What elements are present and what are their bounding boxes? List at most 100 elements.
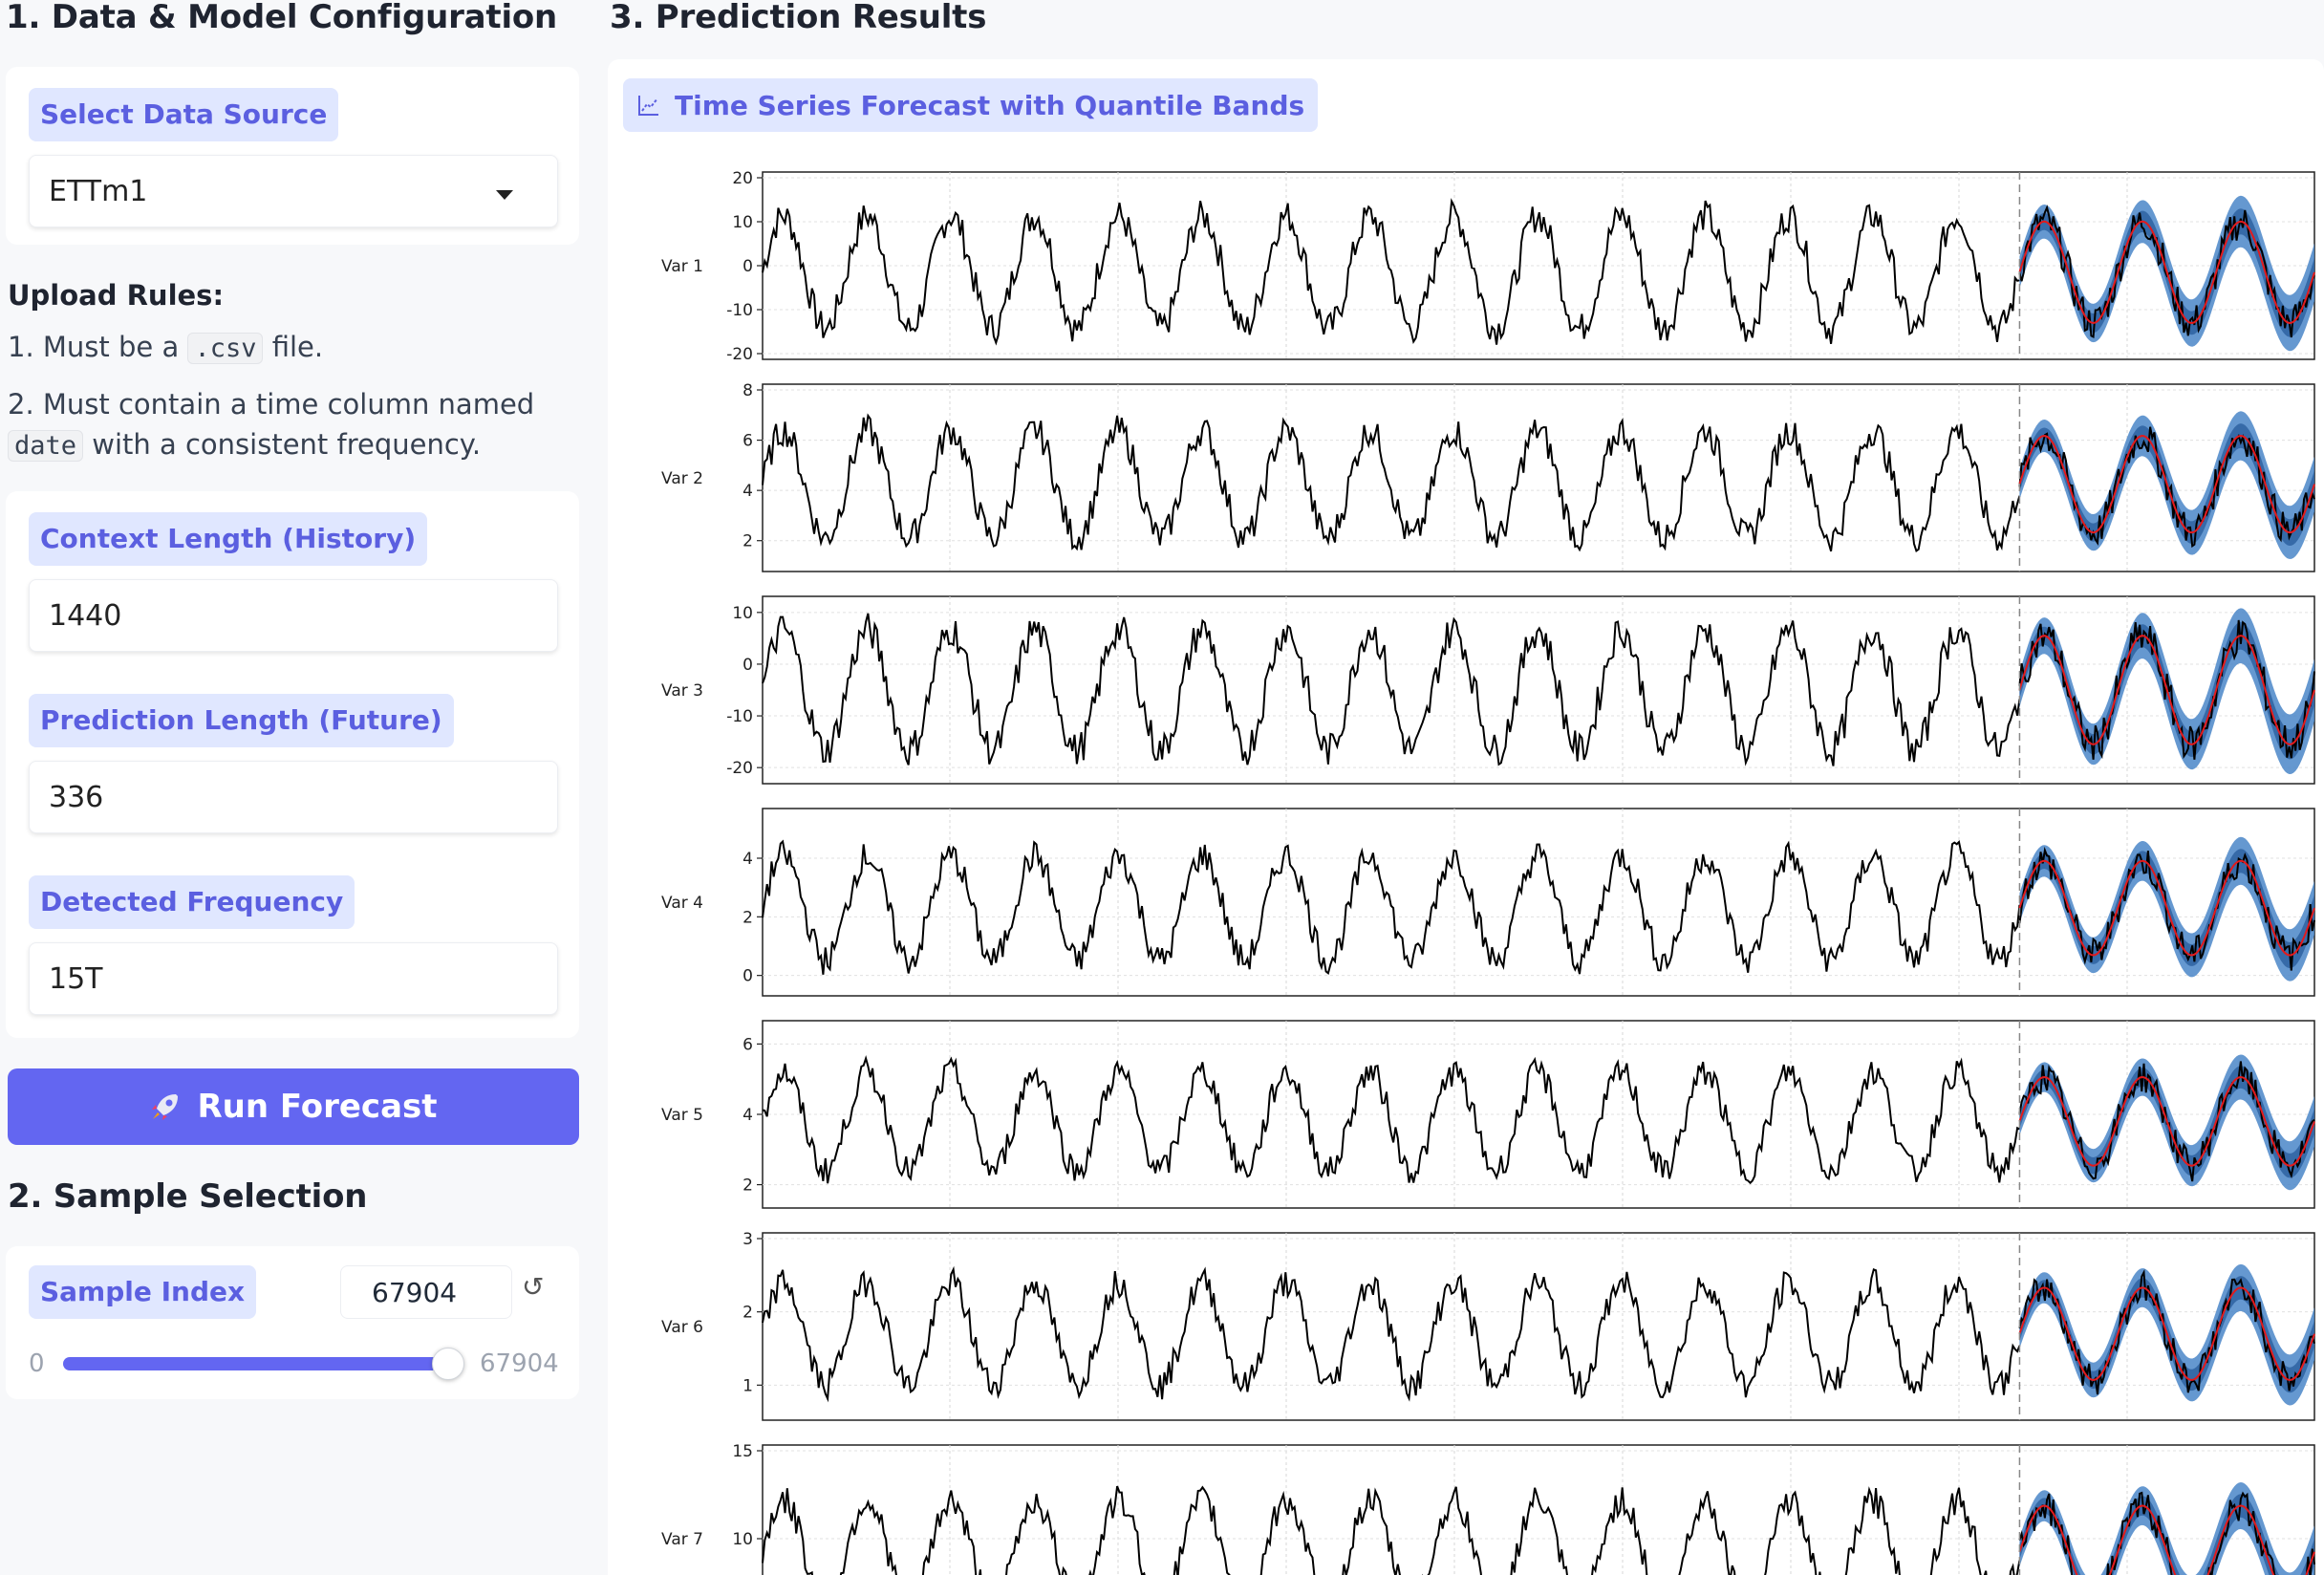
variable-label: Var 6: [661, 1318, 703, 1337]
actual-line: [2018, 205, 2315, 339]
data-source-label: Select Data Source: [29, 88, 339, 141]
median-forecast-line: [2018, 859, 2315, 957]
slider-min: 0: [29, 1349, 45, 1378]
history-line: [762, 613, 2021, 766]
model-params-panel: Context Length (History) 1440 Prediction…: [6, 491, 579, 1038]
run-forecast-button[interactable]: Run Forecast: [8, 1068, 579, 1145]
results-section-title: 3. Prediction Results: [610, 0, 987, 36]
sample-section-title: 2. Sample Selection: [8, 1177, 368, 1216]
sample-index-input[interactable]: 67904: [340, 1265, 512, 1319]
upload-rule-2: 2. Must contain a time column named date…: [8, 384, 581, 466]
history-line: [762, 1265, 2021, 1403]
subplot-frame: [762, 595, 2315, 785]
y-tick-label: -20: [726, 759, 753, 778]
variable-label: Var 7: [661, 1530, 703, 1549]
rule-2-suffix: with a consistent frequency.: [92, 428, 482, 461]
y-tick-label: 6: [742, 1035, 753, 1054]
data-source-dropdown[interactable]: ETTm1: [29, 155, 558, 227]
sample-slider-track[interactable]: [63, 1357, 455, 1370]
upload-rules: Upload Rules: 1. Must be a .csv file. 2.…: [8, 279, 581, 466]
actual-line: [2018, 846, 2315, 971]
context-length-label: Context Length (History): [29, 512, 428, 566]
y-tick-label: 6: [742, 432, 753, 451]
sample-slider-thumb[interactable]: [432, 1348, 464, 1380]
y-tick-label: 10: [732, 1530, 753, 1549]
frequency-value: 15T: [49, 961, 103, 996]
subplot-frame: [762, 1232, 2315, 1421]
prediction-length-label: Prediction Length (Future): [29, 694, 454, 747]
y-tick-label: 2: [742, 908, 753, 927]
y-tick-label: 8: [742, 381, 753, 400]
y-tick-label: 4: [742, 850, 753, 869]
rule-1-suffix: file.: [271, 331, 324, 363]
run-forecast-label: Run Forecast: [197, 1088, 438, 1126]
variable-label: Var 5: [661, 1106, 703, 1125]
y-tick-label: 3: [742, 1230, 753, 1249]
prediction-length-value: 336: [49, 780, 104, 814]
median-forecast-line: [2018, 635, 2315, 745]
y-tick-label: 20: [732, 169, 753, 188]
date-code: date: [8, 430, 84, 462]
y-tick-label: -20: [726, 345, 753, 364]
variable-label: Var 1: [661, 257, 703, 276]
actual-line: [2018, 619, 2315, 760]
variable-label: Var 4: [661, 894, 703, 913]
history-line: [762, 413, 2021, 552]
config-section-title: 1. Data & Model Configuration: [6, 0, 558, 36]
variable-label: Var 2: [661, 469, 703, 488]
median-forecast-line: [2018, 434, 2315, 534]
subplot-frame: [762, 808, 2315, 997]
y-tick-label: 10: [732, 213, 753, 232]
sample-index-label: Sample Index: [29, 1265, 257, 1319]
history-line: [762, 839, 2021, 976]
data-source-value: ETTm1: [49, 174, 148, 208]
quantile-band-inner: [2019, 1494, 2314, 1575]
sample-index-value: 67904: [372, 1276, 458, 1308]
rule-1-text: 1. Must be a: [8, 331, 180, 363]
actual-line: [2018, 1491, 2315, 1575]
y-tick-label: 10: [732, 604, 753, 623]
subplot-frame: [762, 1444, 2315, 1575]
y-tick-label: -10: [726, 301, 753, 320]
rocket-icon: [152, 1094, 179, 1120]
median-forecast-line: [2018, 1504, 2315, 1575]
line-chart-icon: [638, 96, 658, 116]
chevron-down-icon: [496, 190, 513, 200]
slider-max: 67904: [480, 1349, 559, 1378]
csv-code: .csv: [187, 333, 264, 364]
frequency-label: Detected Frequency: [29, 875, 355, 929]
chart-title: Time Series Forecast with Quantile Bands: [675, 89, 1305, 121]
history-line: [762, 1485, 2021, 1575]
y-tick-label: 4: [742, 1106, 753, 1125]
subplot-frame: [762, 383, 2315, 572]
chart-title-chip: Time Series Forecast with Quantile Bands: [623, 78, 1319, 132]
upload-rule-1: 1. Must be a .csv file.: [8, 331, 581, 364]
y-tick-label: 0: [742, 257, 753, 276]
median-forecast-line: [2018, 220, 2315, 325]
frequency-input[interactable]: 15T: [29, 942, 558, 1015]
history-line: [762, 1055, 2020, 1185]
rule-2-text: 2. Must contain a time column named: [8, 388, 535, 421]
upload-rules-heading: Upload Rules:: [8, 279, 225, 312]
reset-icon[interactable]: ↺: [522, 1271, 545, 1303]
y-tick-label: 0: [742, 967, 753, 986]
history-line: [762, 198, 2020, 346]
y-tick-label: -10: [726, 707, 753, 726]
y-tick-label: 2: [742, 532, 753, 551]
prediction-length-input[interactable]: 336: [29, 761, 558, 833]
median-forecast-line: [2018, 1075, 2315, 1167]
y-tick-label: 15: [732, 1442, 753, 1461]
variable-label: Var 3: [661, 681, 703, 701]
actual-line: [2018, 1268, 2315, 1395]
context-length-value: 1440: [49, 598, 122, 633]
y-tick-label: 4: [742, 482, 753, 501]
y-tick-label: 1: [742, 1376, 753, 1395]
y-tick-label: 2: [742, 1176, 753, 1196]
sample-panel: Sample Index 67904 ↺ 0 67904: [6, 1246, 579, 1399]
data-source-panel: Select Data Source ETTm1: [6, 67, 579, 245]
y-tick-label: 0: [742, 656, 753, 675]
y-tick-label: 2: [742, 1304, 753, 1323]
context-length-input[interactable]: 1440: [29, 579, 558, 652]
median-forecast-line: [2018, 1286, 2315, 1382]
